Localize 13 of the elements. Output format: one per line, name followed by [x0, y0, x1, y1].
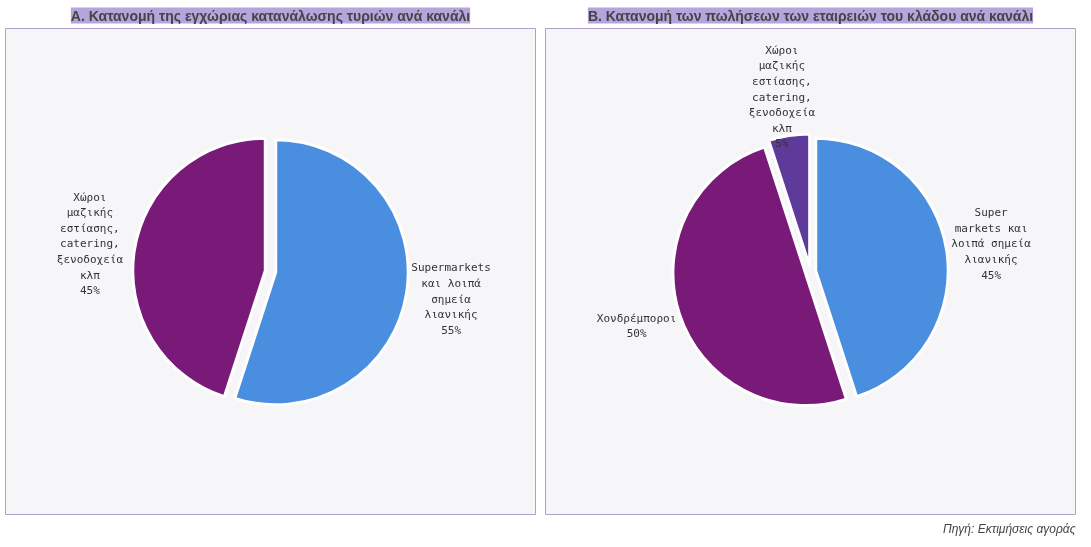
data-label: 55% — [441, 323, 462, 337]
text: Πηγή: Εκτιμήσεις αγοράς — [943, 521, 1076, 536]
data-label: 50% — [626, 327, 647, 341]
slice-label: Super markets και λοιπά σημεία λιανικής — [951, 206, 1032, 266]
data-label: 45% — [79, 284, 101, 298]
chart-title: Β. Κατανομή των πωλήσεων των εταιρειών του κλάδου ανά κανάλι — [587, 7, 1034, 24]
slice-label: Χονδρέμποροι — [596, 311, 677, 325]
slice-label: Supermarkets και λοιπά σημεία λιανικής — [411, 261, 491, 322]
data-label: 5% — [775, 137, 789, 151]
data-label: 45% — [981, 268, 1002, 282]
slice-label: Χώροι μαζικής εστίασης, catering, ξενοδοχεία κλπ — [56, 190, 124, 282]
chart-title: Α. Κατανομή της εγχώριας κατανάλωσης τυριών ανά κανάλι — [70, 7, 471, 24]
slice-label: Χώροι μαζικής εστίασης, catering, ξενοδοχεία κλπ — [748, 43, 816, 135]
